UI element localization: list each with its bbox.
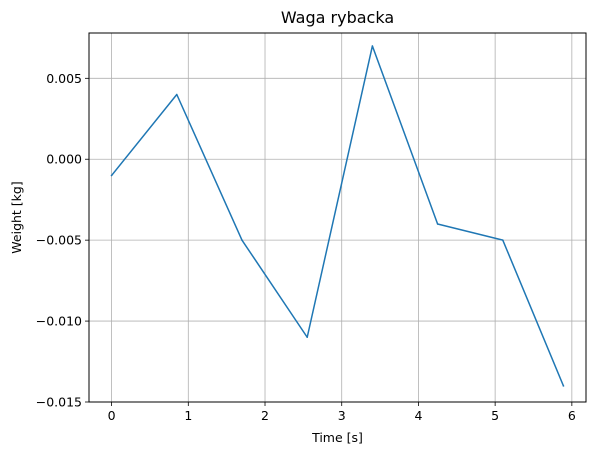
- x-tick-label: 3: [338, 408, 346, 423]
- y-tick-label: −0.005: [36, 233, 82, 248]
- x-tick-label: 4: [414, 408, 422, 423]
- y-tick-label: 0.005: [46, 71, 82, 86]
- x-tick-label: 2: [261, 408, 269, 423]
- x-axis-label: Time [s]: [311, 430, 363, 445]
- series-layer: [110, 45, 565, 387]
- x-tick-label: 1: [184, 408, 192, 423]
- data-point: [306, 336, 308, 339]
- data-point: [176, 93, 178, 96]
- data-point: [562, 385, 565, 387]
- x-tick-label: 0: [108, 408, 116, 423]
- tick-marks: [85, 77, 573, 406]
- y-tick-label: −0.010: [36, 314, 82, 329]
- x-tick-label: 5: [491, 408, 499, 423]
- plot-area: 0 1 2 3 4 5 6 −0.015 −0.010 −0.005 0.000 0.005: [36, 32, 587, 423]
- data-point: [436, 223, 439, 225]
- data-point: [241, 239, 243, 241]
- data-point: [371, 45, 374, 47]
- y-tick-label: −0.015: [36, 395, 82, 410]
- x-tick-label: 6: [568, 408, 576, 423]
- data-point: [110, 174, 113, 177]
- data-point: [502, 239, 504, 241]
- series-line: [110, 45, 565, 387]
- y-tick-label: 0.000: [46, 152, 82, 167]
- axes-background: [89, 33, 586, 402]
- tick-labels: 0 1 2 3 4 5 6 −0.015 −0.010 −0.005 0.000 0.005: [36, 71, 576, 423]
- axes-frame: [88, 32, 587, 403]
- chart-title: Waga rybacka: [281, 8, 394, 27]
- y-axis-label: Weight [kg]: [9, 181, 24, 253]
